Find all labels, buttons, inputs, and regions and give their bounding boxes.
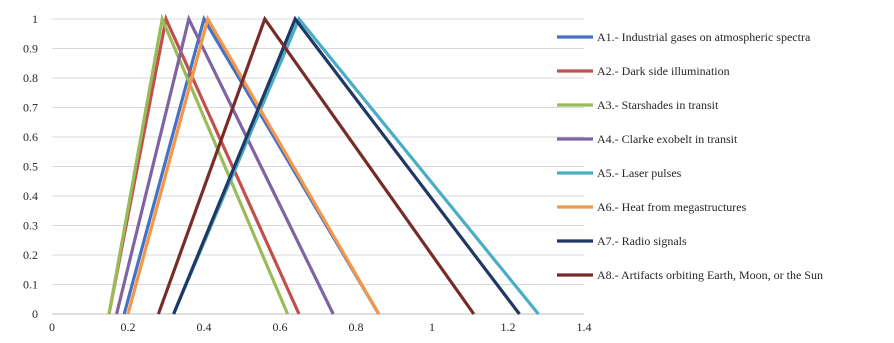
legend-item-a6: A6.- Heat from megastructures xyxy=(557,200,747,214)
legend-label: A6.- Heat from megastructures xyxy=(597,200,747,214)
series-line-a8 xyxy=(156,15,476,315)
legend-label: A5.- Laser pulses xyxy=(597,166,682,180)
legend-label: A1.- Industrial gases on atmospheric spe… xyxy=(597,30,811,44)
y-tick-label: 0.4 xyxy=(23,189,38,203)
legend-label: A7.- Radio signals xyxy=(597,234,687,248)
y-tick-label: 0.8 xyxy=(23,71,38,85)
legend-item-a5: A5.- Laser pulses xyxy=(557,166,682,180)
y-tick-label: 0.9 xyxy=(23,42,38,56)
x-tick-label: 0.4 xyxy=(197,320,212,334)
series-line-a3 xyxy=(107,13,290,315)
legend-item-a2: A2.- Dark side illumination xyxy=(557,64,730,78)
series-line-a7 xyxy=(172,15,521,315)
y-tick-label: 0.1 xyxy=(23,278,38,292)
x-tick-label: 1 xyxy=(429,320,435,334)
series-line-a4 xyxy=(115,14,335,315)
y-tick-label: 0.3 xyxy=(23,219,38,233)
legend: A1.- Industrial gases on atmospheric spe… xyxy=(557,30,823,282)
y-tick-label: 0.2 xyxy=(23,248,38,262)
y-tick-label: 0.6 xyxy=(23,130,38,144)
legend-label: A4.- Clarke exobelt in transit xyxy=(597,132,738,146)
y-tick-label: 1 xyxy=(32,12,38,26)
legend-item-a3: A3.- Starshades in transit xyxy=(557,98,719,112)
x-tick-label: 0.2 xyxy=(121,320,136,334)
legend-label: A2.- Dark side illumination xyxy=(597,64,730,78)
legend-item-a7: A7.- Radio signals xyxy=(557,234,687,248)
legend-item-a1: A1.- Industrial gases on atmospheric spe… xyxy=(557,30,811,44)
legend-item-a8: A8.- Artifacts orbiting Earth, Moon, or … xyxy=(557,268,823,282)
y-tick-label: 0.7 xyxy=(23,101,38,115)
legend-item-a4: A4.- Clarke exobelt in transit xyxy=(557,132,738,146)
legend-label: A8.- Artifacts orbiting Earth, Moon, or … xyxy=(597,268,823,282)
series-line-a6 xyxy=(126,14,381,315)
x-axis-labels: 0 0.2 0.4 0.6 0.8 1 1.2 1.4 xyxy=(49,320,592,334)
legend-label: A3.- Starshades in transit xyxy=(597,98,719,112)
y-tick-label: 0.5 xyxy=(23,160,38,174)
x-tick-label: 1.4 xyxy=(577,320,592,334)
x-tick-label: 0.8 xyxy=(349,320,364,334)
y-axis-labels: 0 0.1 0.2 0.3 0.4 0.5 0.6 0.7 0.8 0.9 1 xyxy=(23,12,38,321)
x-tick-label: 1.2 xyxy=(501,320,516,334)
x-tick-label: 0.6 xyxy=(273,320,288,334)
series-lines xyxy=(107,13,540,316)
x-tick-label: 0 xyxy=(49,320,55,334)
y-tick-label: 0 xyxy=(32,307,38,321)
